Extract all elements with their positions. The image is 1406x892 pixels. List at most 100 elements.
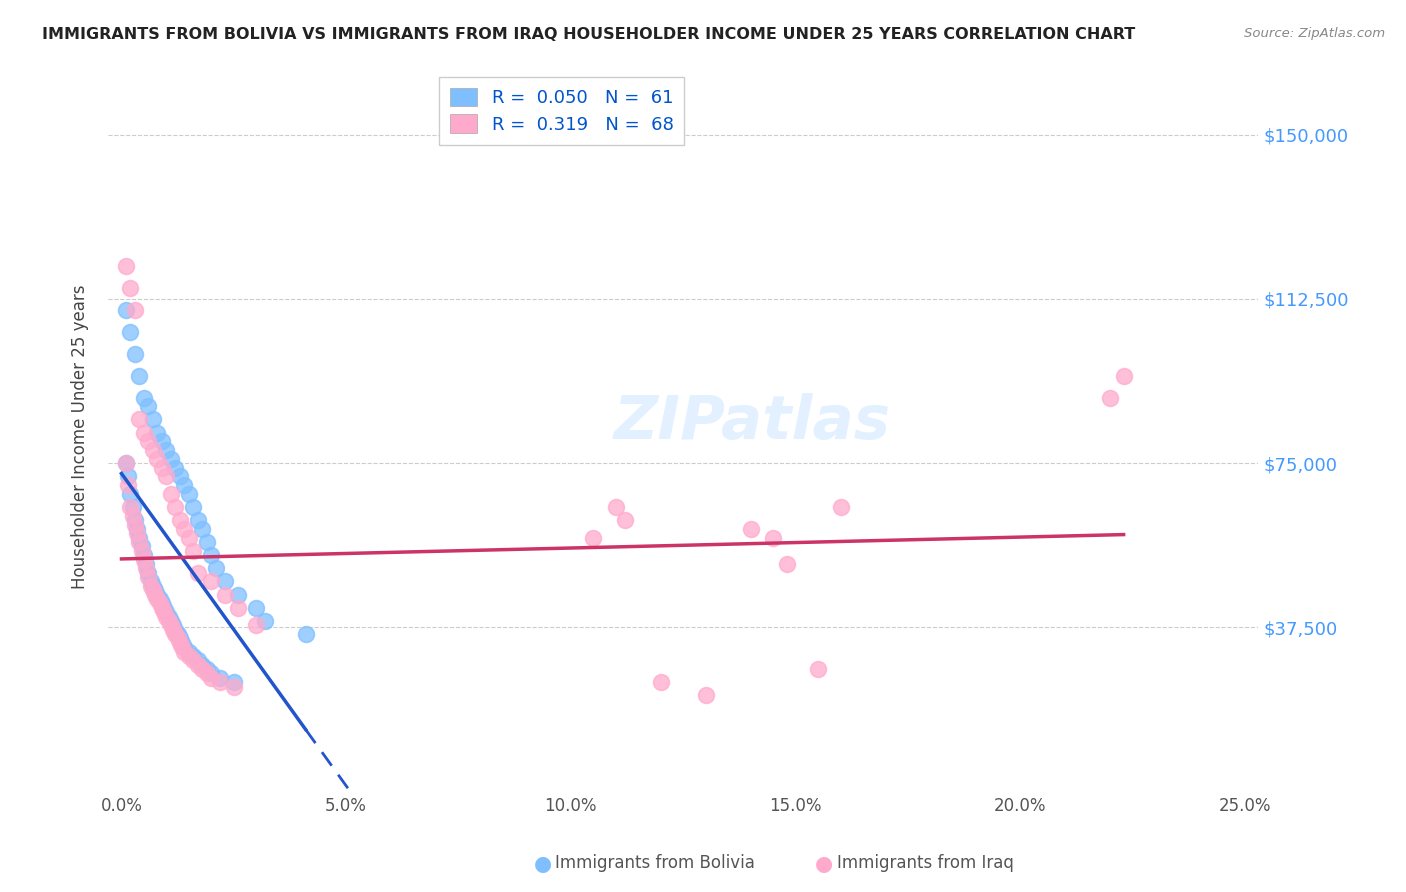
Point: [135, 557, 157, 571]
Point: [150, 434, 173, 449]
Point: [177, 531, 200, 545]
Text: ZIPatlas: ZIPatlas: [613, 393, 891, 452]
Point: [165, 623, 187, 637]
Point: [183, 653, 205, 667]
Text: ●: ●: [534, 855, 560, 874]
Point: [155, 443, 177, 458]
Point: [120, 487, 142, 501]
Point: [605, 500, 627, 514]
Point: [166, 632, 188, 646]
Point: [172, 636, 194, 650]
Point: [157, 609, 180, 624]
Point: [127, 522, 149, 536]
Point: [155, 469, 177, 483]
Point: [142, 583, 165, 598]
Point: [139, 574, 162, 589]
Point: [775, 557, 797, 571]
Point: [127, 526, 149, 541]
Point: [132, 548, 155, 562]
Point: [115, 302, 138, 317]
Point: [150, 600, 173, 615]
Point: [191, 522, 214, 536]
Point: [183, 543, 205, 558]
Point: [120, 500, 142, 514]
Point: [132, 552, 155, 566]
Point: [177, 648, 200, 663]
Legend: R =  0.050   N =  61, R =  0.319   N =  68: R = 0.050 N = 61, R = 0.319 N = 68: [439, 77, 685, 145]
Point: [200, 671, 222, 685]
Point: [146, 451, 169, 466]
Point: [124, 513, 146, 527]
Point: [115, 456, 138, 470]
Point: [169, 632, 191, 646]
Point: [650, 675, 672, 690]
Point: [245, 618, 267, 632]
Point: [209, 675, 232, 690]
Point: [172, 640, 194, 655]
Point: [183, 648, 205, 663]
Point: [162, 618, 184, 632]
Point: [294, 627, 316, 641]
Point: [165, 627, 187, 641]
Point: [165, 500, 187, 514]
Point: [209, 671, 232, 685]
Point: [173, 522, 195, 536]
Point: [191, 657, 214, 672]
Point: [740, 522, 762, 536]
Point: [138, 566, 160, 580]
Point: [120, 281, 142, 295]
Point: [195, 535, 218, 549]
Point: [142, 412, 165, 426]
Point: [149, 596, 172, 610]
Point: [160, 618, 183, 632]
Point: [183, 500, 205, 514]
Point: [128, 368, 150, 383]
Point: [120, 325, 142, 339]
Text: Immigrants from Iraq: Immigrants from Iraq: [837, 855, 1014, 872]
Point: [226, 588, 249, 602]
Point: [226, 600, 249, 615]
Text: IMMIGRANTS FROM BOLIVIA VS IMMIGRANTS FROM IRAQ HOUSEHOLDER INCOME UNDER 25 YEAR: IMMIGRANTS FROM BOLIVIA VS IMMIGRANTS FR…: [42, 27, 1136, 42]
Point: [128, 531, 150, 545]
Point: [187, 513, 209, 527]
Text: Source: ZipAtlas.com: Source: ZipAtlas.com: [1244, 27, 1385, 40]
Point: [117, 478, 139, 492]
Point: [166, 627, 188, 641]
Point: [139, 579, 162, 593]
Point: [205, 561, 228, 575]
Point: [1099, 391, 1122, 405]
Point: [200, 666, 222, 681]
Point: [695, 689, 717, 703]
Point: [143, 583, 166, 598]
Point: [132, 425, 155, 440]
Point: [177, 487, 200, 501]
Point: [187, 657, 209, 672]
Point: [613, 513, 636, 527]
Point: [160, 451, 183, 466]
Point: [222, 680, 245, 694]
Point: [117, 469, 139, 483]
Point: [214, 588, 236, 602]
Text: ●: ●: [815, 855, 841, 874]
Point: [222, 675, 245, 690]
Point: [124, 347, 146, 361]
Point: [187, 566, 209, 580]
Point: [1112, 368, 1135, 383]
Point: [128, 412, 150, 426]
Point: [191, 662, 214, 676]
Point: [200, 574, 222, 589]
Point: [187, 653, 209, 667]
Point: [143, 588, 166, 602]
Point: [162, 623, 184, 637]
Point: [150, 460, 173, 475]
Point: [131, 543, 153, 558]
Point: [200, 548, 222, 562]
Point: [124, 302, 146, 317]
Point: [177, 644, 200, 658]
Point: [121, 508, 143, 523]
Point: [169, 513, 191, 527]
Point: [149, 592, 172, 607]
Point: [146, 588, 169, 602]
Point: [124, 517, 146, 532]
Point: [582, 531, 605, 545]
